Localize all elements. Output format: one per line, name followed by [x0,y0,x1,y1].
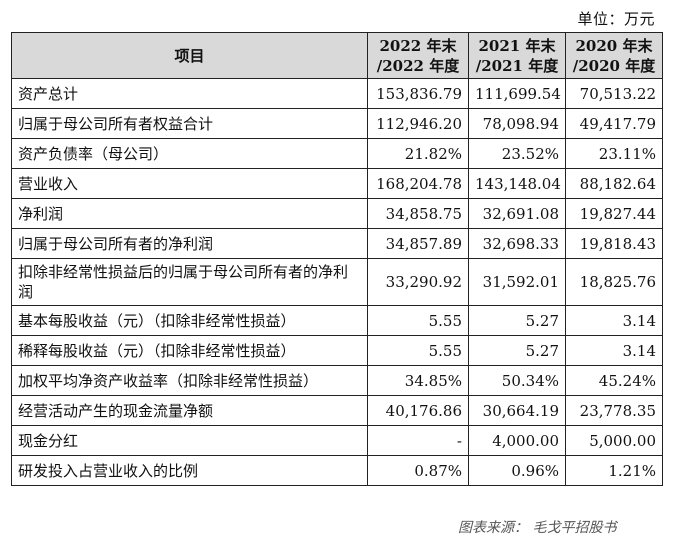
row-value: 0.96% [468,455,566,486]
row-value: 19,818.43 [565,228,663,259]
row-value: 1.21% [565,455,663,486]
row-value: 34.85% [367,365,469,396]
table-row: 净利润 34,858.75 32,691.08 19,827.44 [11,198,663,229]
table-row: 加权平均净资产收益率（扣除非经常性损益） 34.85% 50.34% 45.24% [11,365,663,396]
table-row: 现金分红 -4,000.00 5,000.00 [11,425,663,456]
row-value: 21.82% [367,138,469,169]
header-year-line2: /2020 年度 [572,56,656,75]
row-label: 归属于母公司所有者的净利润 [11,228,368,259]
row-value: 0.87% [367,455,469,486]
row-label: 资产负债率（母公司） [11,138,368,169]
row-value: 5.27 [468,305,566,336]
row-value: 78,098.94 [468,108,566,139]
header-year-line1: 2021 年末 [478,36,556,55]
row-value: 5.55 [367,335,469,366]
row-value: 5,000.00 [565,425,663,456]
row-value: 23,778.35 [565,395,663,426]
row-value: 5.55 [367,305,469,336]
table-row: 归属于母公司所有者权益合计 112,946.20 78,098.94 49,417.7… [11,108,663,139]
row-value: 31,592.01 [468,258,566,306]
row-value: 4,000.00 [468,425,566,456]
row-value: 32,691.08 [468,198,566,229]
table-row: 研发投入占营业收入的比例 0.87% 0.96% 1.21% [11,455,663,486]
row-value: 3.14 [565,305,663,336]
header-year-2020: 2020 年末 /2020 年度 [565,32,663,79]
table-row: 归属于母公司所有者的净利润 34,857.89 32,698.33 19,818.43 [11,228,663,259]
row-value: 5.27 [468,335,566,366]
table-header-row: 项目 2022 年末 /2022 年度 2021 年末 /2021 年度 202… [11,32,663,79]
source-caption: 图表来源： 毛戈平招股书 [458,520,617,536]
row-value: 88,182.64 [565,168,663,199]
header-item: 项目 [11,32,368,79]
row-value: 30,664.19 [468,395,566,426]
header-year-2021: 2021 年末 /2021 年度 [468,32,566,79]
row-value: 32,698.33 [468,228,566,259]
row-value: 49,417.79 [565,108,663,139]
row-label: 经营活动产生的现金流量净额 [11,395,368,426]
table-row: 资产总计 153,836.79 111,699.54 70,513.22 [11,78,663,109]
header-year-line2: /2022 年度 [376,56,460,75]
row-value: 45.24% [565,365,663,396]
row-value: 153,836.79 [367,78,469,109]
table-row: 营业收入 168,204.78 143,148.04 88,182.64 [11,168,663,199]
row-value: - [367,425,469,456]
table-row: 稀释每股收益（元）（扣除非经常性损益） 5.55 5.27 3.14 [11,335,663,366]
row-label: 现金分红 [11,425,368,456]
row-value: 3.14 [565,335,663,366]
table-row: 资产负债率（母公司） 21.82% 23.52% 23.11% [11,138,663,169]
row-label: 归属于母公司所有者权益合计 [11,108,368,139]
table-row: 经营活动产生的现金流量净额 40,176.86 30,664.19 23,778.35 [11,395,663,426]
row-label: 资产总计 [11,78,368,109]
row-value: 112,946.20 [367,108,469,139]
header-year-line2: /2021 年度 [475,56,559,75]
row-value: 23.11% [565,138,663,169]
unit-label: 单位：万元 [577,10,655,28]
header-year-line1: 2022 年末 [379,36,457,55]
row-value: 168,204.78 [367,168,469,199]
row-value: 33,290.92 [367,258,469,306]
row-value: 34,857.89 [367,228,469,259]
row-value: 70,513.22 [565,78,663,109]
row-value: 19,827.44 [565,198,663,229]
header-year-2022: 2022 年末 /2022 年度 [367,32,469,79]
row-value: 40,176.86 [367,395,469,426]
table-row: 基本每股收益（元）（扣除非经常性损益） 5.55 5.27 3.14 [11,305,663,336]
row-value: 50.34% [468,365,566,396]
row-label: 加权平均净资产收益率（扣除非经常性损益） [11,365,368,396]
row-label: 净利润 [11,198,368,229]
row-label: 扣除非经常性损益后的归属于母公司所有者的净利润 [11,258,368,306]
row-label: 稀释每股收益（元）（扣除非经常性损益） [11,335,368,366]
row-value: 23.52% [468,138,566,169]
row-label: 基本每股收益（元）（扣除非经常性损益） [11,305,368,336]
row-value: 18,825.76 [565,258,663,306]
row-value: 111,699.54 [468,78,566,109]
row-label: 营业收入 [11,168,368,199]
row-value: 34,858.75 [367,198,469,229]
row-label: 研发投入占营业收入的比例 [11,455,368,486]
row-value: 143,148.04 [468,168,566,199]
financial-summary-table: 项目 2022 年末 /2022 年度 2021 年末 /2021 年度 202… [11,32,663,486]
table-row: 扣除非经常性损益后的归属于母公司所有者的净利润 33,290.92 31,592.0… [11,258,663,306]
header-year-line1: 2020 年末 [575,36,653,55]
